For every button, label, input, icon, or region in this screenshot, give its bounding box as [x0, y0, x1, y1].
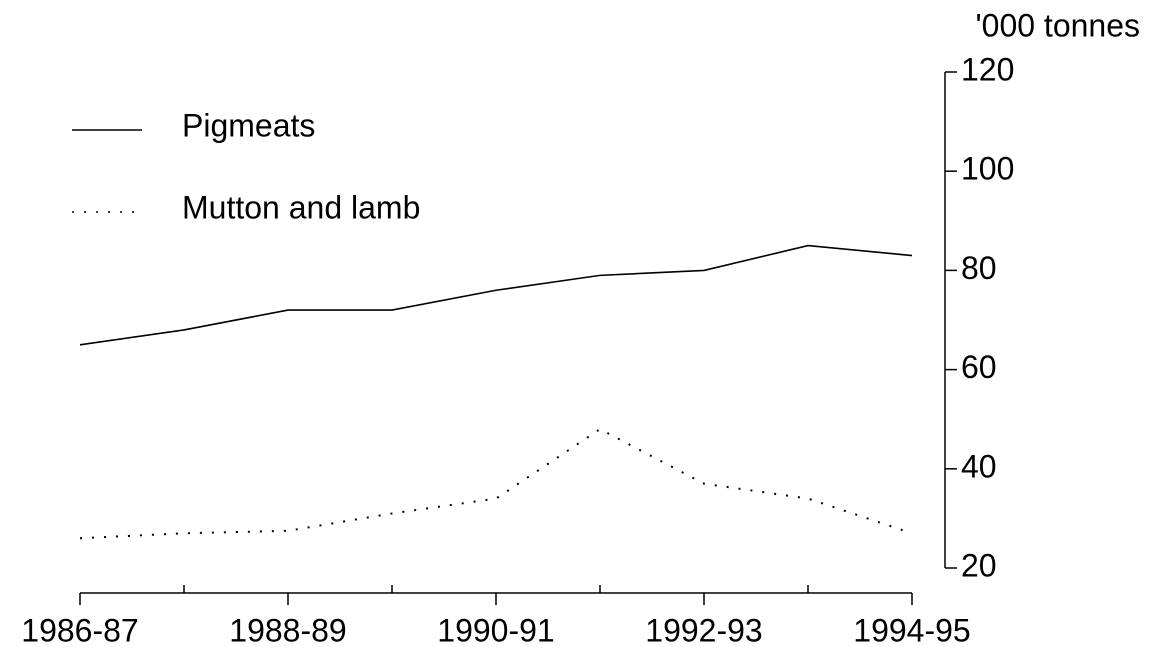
line-series: [79, 427, 913, 540]
y-tick-label: 60: [961, 349, 997, 385]
y-tick-label: 40: [961, 448, 997, 484]
x-tick-label: 1994-95: [853, 612, 970, 648]
y-tick-label: 20: [961, 547, 997, 583]
x-tick-label: 1986-87: [21, 612, 138, 648]
x-tick-label: 1988-89: [229, 612, 346, 648]
legend-label: Pigmeats: [182, 107, 315, 143]
y-tick-label: 80: [961, 250, 997, 286]
legend-label: Mutton and lamb: [182, 189, 420, 225]
y-tick-label: 100: [961, 151, 1014, 187]
x-tick-label: 1992-93: [645, 612, 762, 648]
y-axis-label: '000 tonnes: [976, 7, 1140, 43]
y-tick-label: 120: [961, 51, 1014, 87]
x-tick-label: 1990-91: [437, 612, 554, 648]
line-series: [79, 244, 913, 346]
